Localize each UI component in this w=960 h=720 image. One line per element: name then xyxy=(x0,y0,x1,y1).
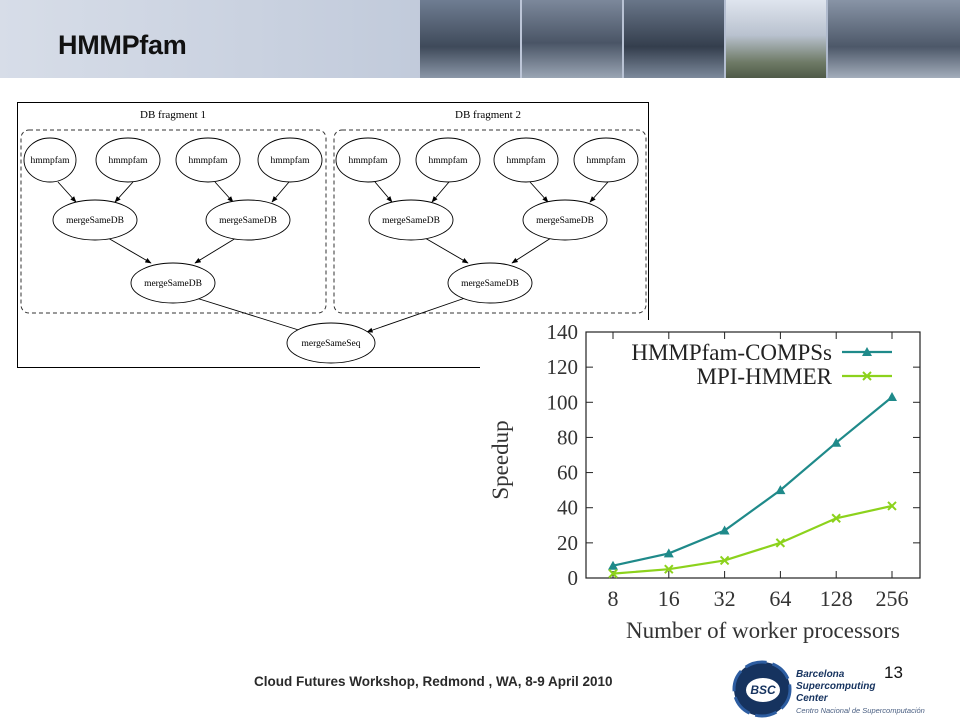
legend-label-2: MPI-HMMER xyxy=(697,364,833,389)
bsc-logo: BSC Barcelona Supercomputing Center Cent… xyxy=(732,660,960,720)
f2-hmmpfam-node-3: hmmpfam xyxy=(506,155,546,166)
f1-hmmpfam-node-3: hmmpfam xyxy=(188,155,228,166)
workflow-graph: DB fragment 1 DB fragment 2 xyxy=(20,109,647,364)
series-line-2 xyxy=(612,504,893,575)
bsc-badge: BSC xyxy=(750,683,776,697)
legend-marker-2 xyxy=(862,371,872,381)
y-tick-label: 20 xyxy=(557,531,578,555)
x-tick-label: 256 xyxy=(876,586,909,611)
series-2-point xyxy=(664,564,674,574)
slide-title: HMMPfam xyxy=(58,30,187,60)
series-1-point xyxy=(887,392,897,402)
series-2-point xyxy=(831,513,841,523)
logo-line-3: Center xyxy=(796,693,828,704)
y-axis-label: Speedup xyxy=(488,420,513,499)
series-2-point xyxy=(887,501,897,511)
header-photo-library-2 xyxy=(522,0,622,78)
f2-hmmpfam-node-1: hmmpfam xyxy=(348,155,388,166)
y-tick-label: 40 xyxy=(557,496,578,520)
f2-merge-root-node: mergeSameDB xyxy=(461,279,519,289)
series-line-1 xyxy=(612,396,893,567)
header-photo-strip xyxy=(420,0,960,78)
logo-line-2: Supercomputing xyxy=(796,681,876,692)
slide-header: HMMPfam xyxy=(0,0,960,78)
header-photo-library-3 xyxy=(624,0,724,78)
fragment-2-cluster xyxy=(333,129,647,314)
series-2-point xyxy=(719,555,730,566)
speedup-chart-svg: 0 20 40 60 80 100 120 140 8 16 32 64 128 256 Number of… xyxy=(488,320,921,643)
f2-merge-node-2: mergeSameDB xyxy=(536,216,594,226)
x-tick-label: 32 xyxy=(714,586,736,611)
f2-merge-node-1: mergeSameDB xyxy=(382,216,440,226)
logo-line-4: Centro Nacional de Supercomputación xyxy=(796,706,925,715)
series-1-point xyxy=(775,485,786,495)
logo-line-1: Barcelona xyxy=(796,669,845,680)
legend-marker-1 xyxy=(862,347,872,356)
series-2-point xyxy=(775,538,786,548)
f2-hmmpfam-node-2: hmmpfam xyxy=(428,155,468,166)
x-tick-label: 8 xyxy=(608,586,619,611)
f2-hmmpfam-node-4: hmmpfam xyxy=(586,155,626,166)
f1-hmmpfam-node-4: hmmpfam xyxy=(270,155,310,166)
merge-same-seq-node: mergeSameSeq xyxy=(302,339,361,349)
workflow-diagram: DB fragment 1 DB fragment 2 xyxy=(17,102,649,368)
series-2-point xyxy=(608,568,618,579)
series-1-point xyxy=(663,548,674,558)
header-photo-library-4 xyxy=(828,0,960,78)
y-tick-label: 120 xyxy=(547,355,579,379)
y-tick-label: 80 xyxy=(557,425,578,449)
page-number: 13 xyxy=(884,663,903,682)
fragment-2-label: DB fragment 2 xyxy=(455,109,521,121)
y-tick-label: 0 xyxy=(568,566,579,590)
header-photo-building xyxy=(726,0,826,78)
fragment-1-cluster xyxy=(20,129,327,314)
x-tick-label: 16 xyxy=(658,586,680,611)
f1-hmmpfam-node-1: hmmpfam xyxy=(30,155,70,166)
series-1-point xyxy=(719,525,730,535)
header-photo-library-1 xyxy=(420,0,520,78)
x-tick-label: 64 xyxy=(769,586,791,611)
f1-merge-node-2: mergeSameDB xyxy=(219,216,277,226)
series-1-point xyxy=(831,437,842,447)
f1-merge-root-node: mergeSameDB xyxy=(144,279,202,289)
footer-event: Cloud Futures Workshop, Redmond , WA, 8-… xyxy=(254,674,613,689)
speedup-chart: 0 20 40 60 80 100 120 140 8 16 32 64 128 256 Number of… xyxy=(480,320,930,646)
y-tick-label: 140 xyxy=(547,320,579,344)
fragment-1-label: DB fragment 1 xyxy=(140,109,206,121)
bsc-globe-icon: BSC xyxy=(732,660,792,718)
series-1-point xyxy=(608,560,618,570)
x-axis-label: Number of worker processors xyxy=(626,618,900,643)
plot-frame xyxy=(585,331,921,579)
legend-label-1: HMMPfam-COMPSs xyxy=(631,340,832,365)
x-tick-label: 128 xyxy=(820,586,853,611)
f1-merge-node-1: mergeSameDB xyxy=(66,216,124,226)
f1-hmmpfam-node-2: hmmpfam xyxy=(108,155,148,166)
y-tick-label: 60 xyxy=(557,461,578,485)
y-tick-label: 100 xyxy=(547,390,579,414)
